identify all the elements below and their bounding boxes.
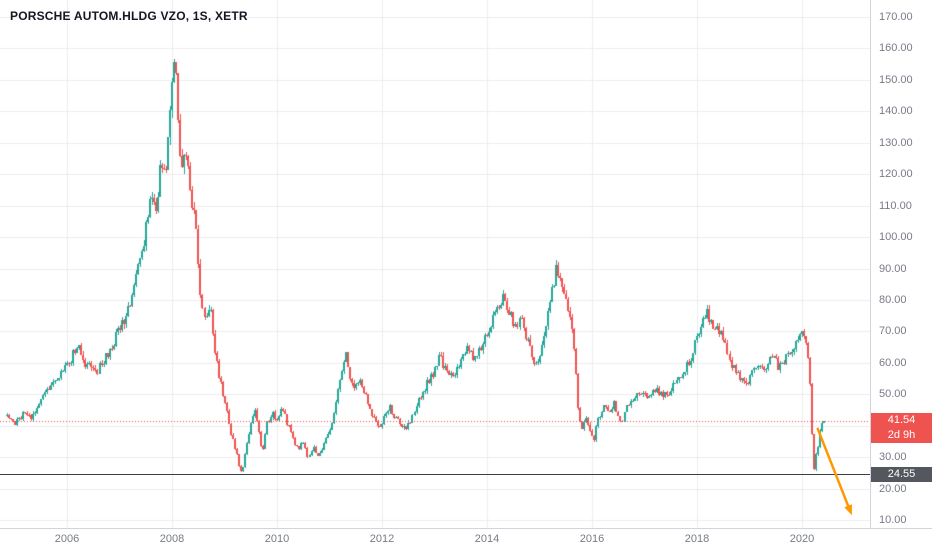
price-axis-label: 60.00 [879, 356, 907, 369]
time-axis-label: 2008 [159, 533, 185, 545]
symbol-title[interactable]: PORSCHE AUTOM.HLDG VZO, 1S, XETR [10, 9, 248, 23]
price-axis-label: 20.00 [879, 482, 907, 495]
last-price-badge: 41.54 [871, 413, 932, 429]
price-axis-label: 130.00 [879, 136, 913, 149]
time-axis-label: 2016 [579, 533, 605, 545]
bar-countdown-badge: 2d 9h [871, 428, 932, 444]
time-axis-label: 2010 [264, 533, 290, 545]
price-axis-label: 100.00 [879, 231, 913, 244]
price-axis-label: 30.00 [879, 451, 907, 464]
time-axis[interactable]: 2006 2008 2010 2012 2014 2016 2018 2020 [0, 528, 932, 550]
time-axis-label: 2006 [54, 533, 80, 545]
price-axis-label: 170.00 [879, 11, 913, 23]
horizontal-line-drawing[interactable] [0, 474, 870, 475]
price-axis-label: 70.00 [879, 325, 907, 338]
time-axis-label: 2014 [474, 533, 500, 545]
level-price-badge: 24.55 [871, 466, 932, 482]
price-axis-label: 140.00 [879, 105, 913, 118]
price-axis-label: 120.00 [879, 168, 913, 181]
price-axis-label: 50.00 [879, 388, 907, 401]
price-axis-label: 90.00 [879, 262, 907, 275]
price-axis-label: 150.00 [879, 73, 913, 86]
price-axis[interactable]: 170.00 160.00 150.00 140.00 130.00 120.00 110.… [870, 0, 932, 528]
price-axis-label: 110.00 [879, 199, 912, 212]
price-axis-label: 10.00 [879, 514, 907, 526]
price-axis-label: 80.00 [879, 293, 907, 306]
time-axis-label: 2018 [684, 533, 710, 545]
time-axis-label: 2012 [369, 533, 395, 545]
price-axis-label: 160.00 [879, 42, 913, 55]
time-axis-label: 2020 [789, 533, 815, 545]
